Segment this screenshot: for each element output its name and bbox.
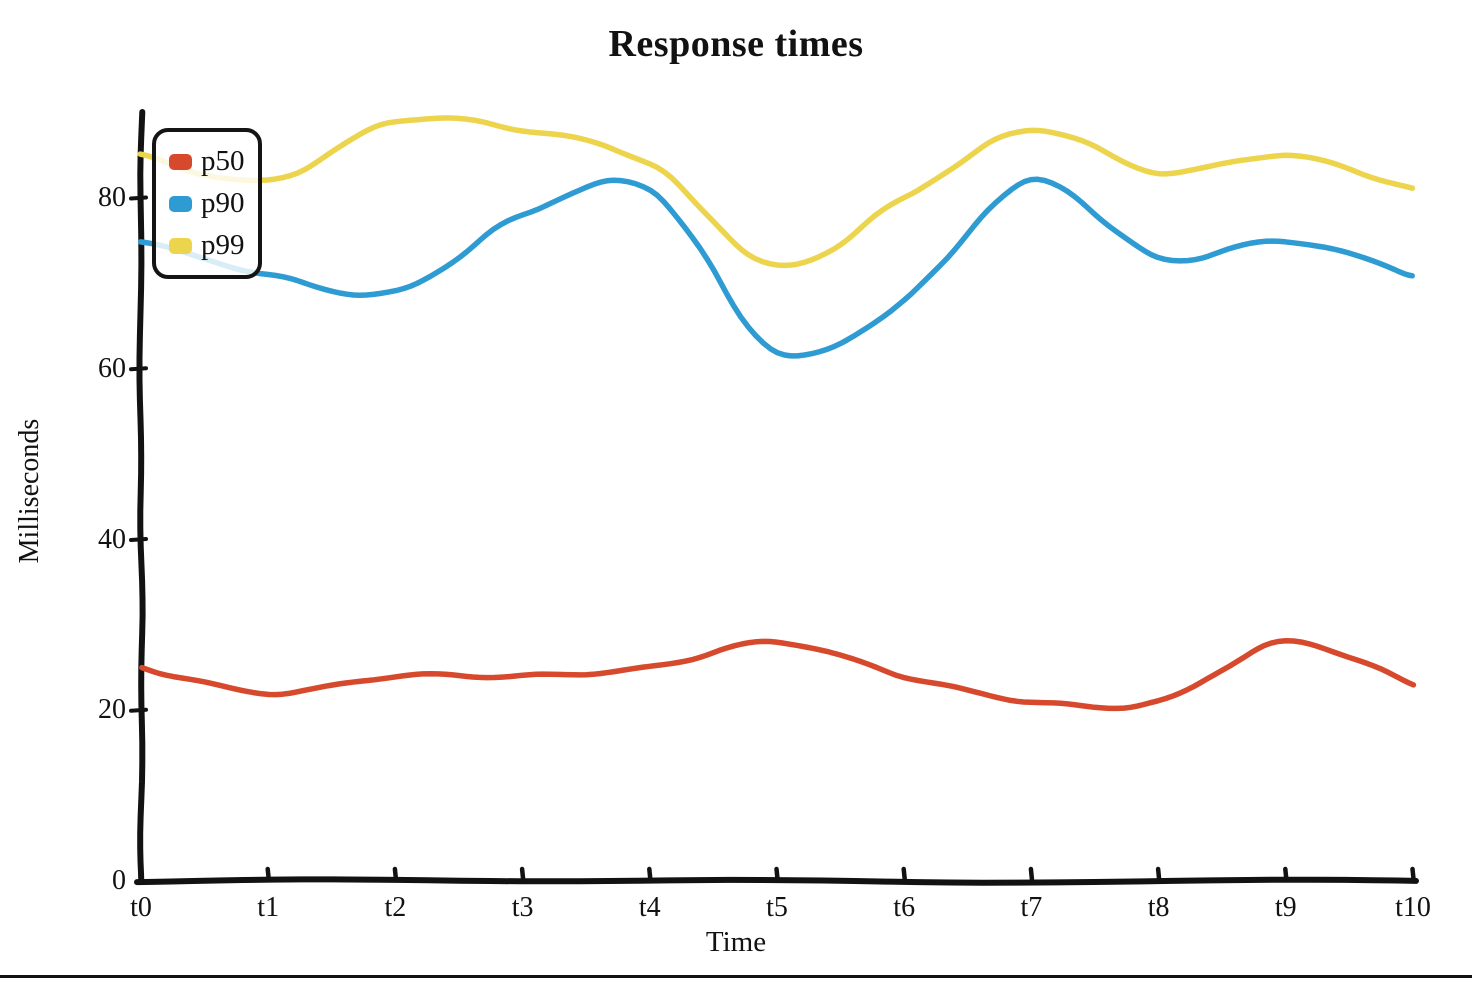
x-tick-mark xyxy=(647,866,653,882)
y-tick-mark xyxy=(129,195,148,201)
y-tick-mark xyxy=(129,707,148,713)
legend-label-p90: p90 xyxy=(201,187,245,219)
legend-swatch-p99 xyxy=(169,237,192,254)
x-tick-label-t4: t4 xyxy=(638,892,661,923)
x-tick-mark xyxy=(774,866,780,882)
chart-title: Response times xyxy=(608,23,864,65)
x-tick-label-t3: t3 xyxy=(511,892,534,923)
legend-swatch-p50 xyxy=(169,153,192,170)
y-tick-label-0: 0 xyxy=(112,865,126,896)
x-tick-label-t2: t2 xyxy=(384,892,407,923)
x-tick-label-t8: t8 xyxy=(1147,892,1170,923)
x-tick-mark xyxy=(1283,866,1289,882)
x-tick-mark xyxy=(392,866,399,882)
legend-item: p90 xyxy=(169,185,245,222)
x-tick-mark xyxy=(901,866,907,882)
y-tick-mark xyxy=(129,366,148,372)
y-tick-label-20: 20 xyxy=(98,694,126,726)
x-tick-mark xyxy=(1028,866,1035,882)
y-tick-label-60: 60 xyxy=(98,352,126,384)
x-axis-spine xyxy=(134,876,1419,886)
x-tick-mark xyxy=(1155,866,1162,882)
y-tick-label-40: 40 xyxy=(98,523,126,555)
x-tick-mark xyxy=(265,866,271,882)
series-line-p50 xyxy=(139,638,1417,712)
x-tick-label-t6: t6 xyxy=(893,892,916,923)
x-tick-label-t0: t0 xyxy=(130,892,152,923)
legend-label-p50: p50 xyxy=(201,145,245,177)
bottom-border-line xyxy=(0,975,1472,978)
x-tick-label-t10: t10 xyxy=(1395,892,1431,923)
y-tick-label-80: 80 xyxy=(98,182,126,213)
x-axis-label: Time xyxy=(705,926,767,958)
legend-swatch-p90 xyxy=(169,195,192,212)
x-tick-label-t9: t9 xyxy=(1274,892,1297,923)
legend: p50 p90 p99 xyxy=(152,128,262,279)
series-line-p99 xyxy=(137,115,1416,269)
x-tick-label-t5: t5 xyxy=(766,892,788,923)
series-line-p90 xyxy=(137,176,1415,359)
legend-item: p99 xyxy=(169,227,245,264)
y-tick-mark xyxy=(129,537,148,542)
x-tick-label-t1: t1 xyxy=(257,892,280,923)
y-axis-spine xyxy=(136,109,146,885)
legend-item: p50 xyxy=(169,143,245,180)
x-tick-mark xyxy=(1410,866,1416,882)
legend-label-p99: p99 xyxy=(201,229,245,261)
x-tick-mark xyxy=(519,866,526,882)
x-tick-label-t7: t7 xyxy=(1020,892,1043,923)
